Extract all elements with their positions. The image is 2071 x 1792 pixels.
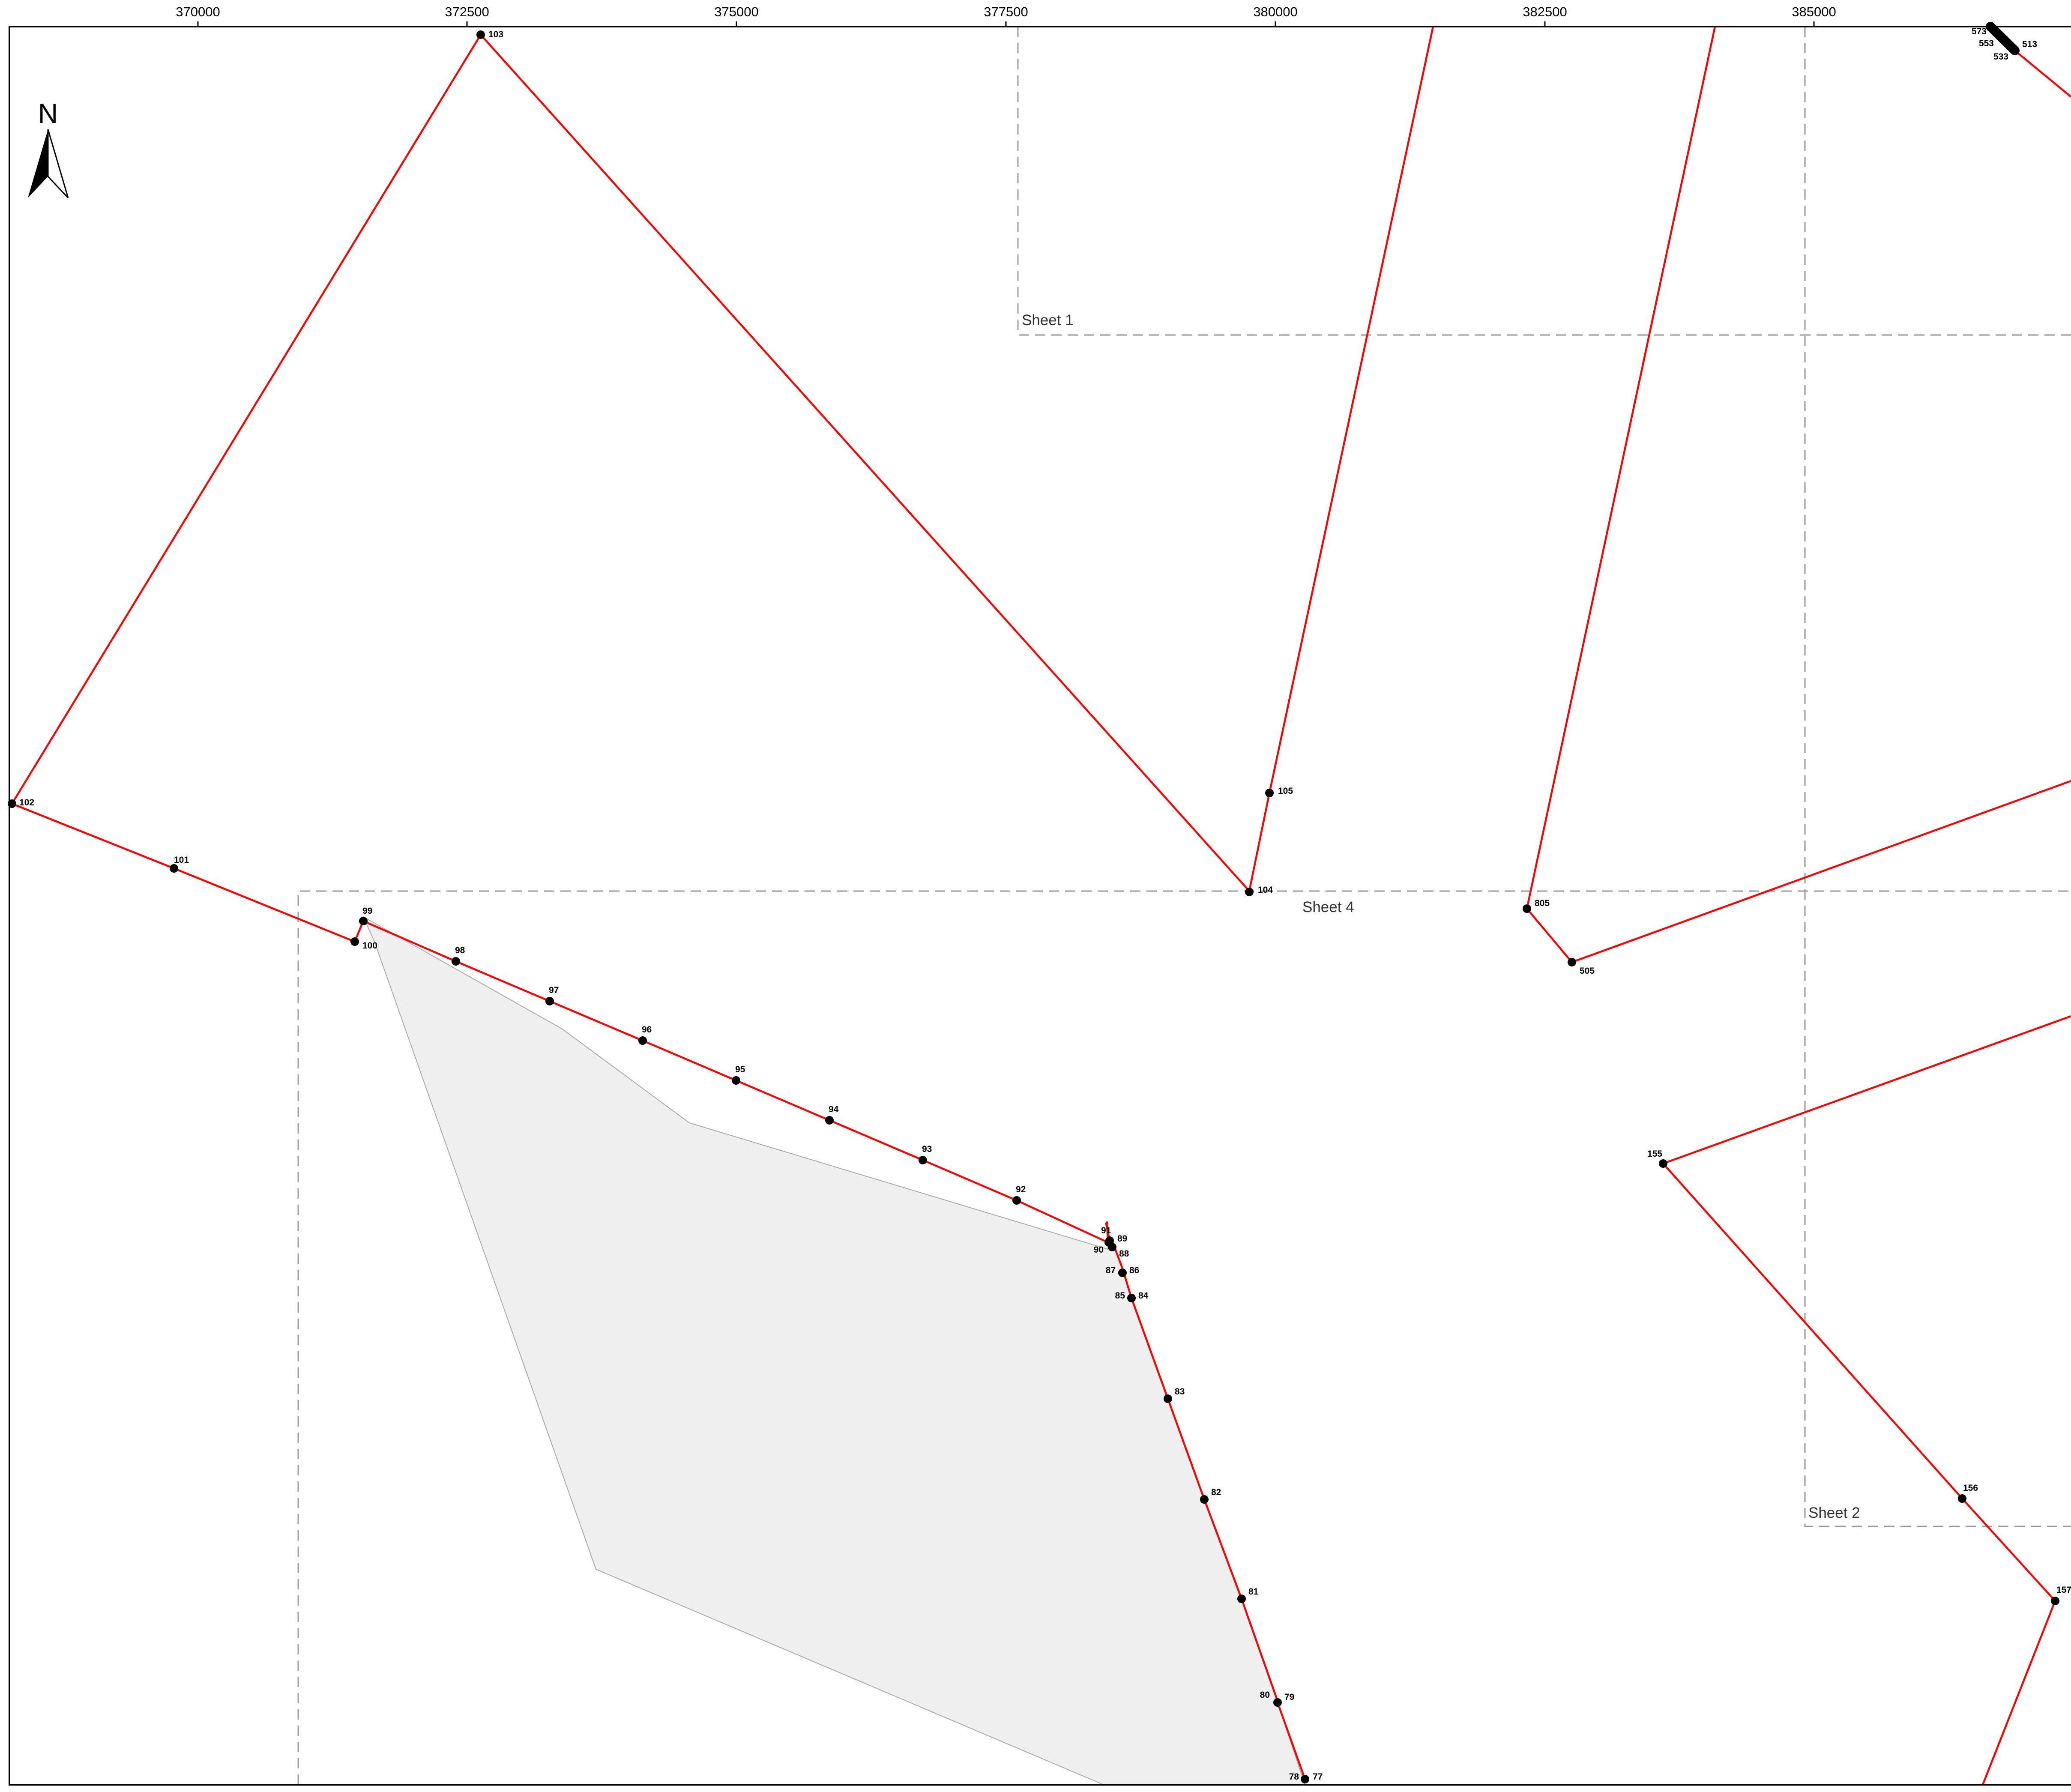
point-marker-96[interactable] [638, 1036, 647, 1045]
point-marker-94[interactable] [825, 1116, 834, 1125]
point-label-573: 573 [1972, 27, 1987, 36]
sheet-2-label: Sheet 2 [1808, 1505, 1860, 1521]
point-label-97: 97 [549, 985, 559, 995]
route-ne-cluster[interactable] [1986, 22, 2020, 55]
point-label-157: 157 [2056, 1585, 2071, 1595]
point-marker-77[interactable] [1301, 1775, 1309, 1783]
x-tick-label: 377500 [984, 4, 1028, 19]
point-marker-105[interactable] [1265, 789, 1274, 797]
sheet-1-label: Sheet 1 [1022, 312, 1074, 329]
point-label-99: 99 [362, 906, 372, 916]
sheet-1-boundary [1017, 27, 2071, 336]
point-label-95: 95 [735, 1065, 745, 1074]
point-marker-156[interactable] [1958, 1494, 1966, 1503]
x-axis: 370000 372500 375000 377500 380000 38250… [176, 4, 1836, 27]
x-tick-label: 370000 [176, 4, 220, 19]
point-marker-88[interactable] [1108, 1243, 1116, 1251]
point-marker-513[interactable] [2011, 46, 2019, 55]
point-marker-103[interactable] [476, 30, 485, 39]
parcel-area[interactable] [362, 915, 1306, 1785]
point-marker-98[interactable] [452, 957, 460, 966]
point-label-805: 805 [1535, 898, 1550, 908]
point-marker-95[interactable] [732, 1076, 740, 1085]
point-label-103: 103 [488, 30, 503, 39]
point-marker-157[interactable] [2051, 1597, 2059, 1605]
point-marker-104[interactable] [1245, 888, 1254, 896]
point-label-155: 155 [1647, 1149, 1662, 1159]
point-label-77: 77 [1313, 1772, 1323, 1782]
point-marker-93[interactable] [919, 1156, 927, 1164]
point-label-83: 83 [1175, 1387, 1185, 1397]
point-marker-805[interactable] [1523, 904, 1531, 913]
north-arrow-icon [28, 129, 69, 199]
point-label-533: 533 [1993, 52, 2008, 62]
point-label-85: 85 [1115, 1291, 1125, 1301]
north-arrow-label: N [38, 98, 58, 129]
point-marker-100[interactable] [350, 937, 359, 946]
route-east-2[interactable] [1662, 1015, 2071, 1785]
x-tick-label: 382500 [1523, 4, 1567, 19]
point-label-92: 92 [1016, 1185, 1026, 1194]
x-tick-label: 372500 [445, 4, 489, 19]
point-marker-89[interactable] [1105, 1236, 1114, 1245]
point-marker-101[interactable] [170, 864, 178, 873]
point-label-84: 84 [1138, 1291, 1149, 1301]
point-label-100: 100 [362, 941, 377, 951]
point-marker-83[interactable] [1164, 1394, 1172, 1403]
point-label-82: 82 [1211, 1487, 1221, 1497]
point-label-79: 79 [1284, 1692, 1294, 1702]
x-tick-label: 380000 [1253, 4, 1297, 19]
point-label-78: 78 [1289, 1772, 1299, 1782]
survey-points: 573 553 533 513 103 102 101 100 99 98 97 96 95 94 93 92… [8, 27, 2071, 1783]
point-marker-92[interactable] [1012, 1196, 1021, 1205]
north-arrow: N [28, 98, 69, 199]
x-tick-label: 375000 [714, 4, 758, 19]
point-marker-79[interactable] [1273, 1698, 1282, 1707]
route-ne[interactable] [2014, 50, 2071, 98]
point-label-102: 102 [19, 798, 34, 808]
point-marker-155[interactable] [1659, 1159, 1667, 1168]
point-marker-81[interactable] [1237, 1595, 1246, 1603]
point-label-88: 88 [1119, 1249, 1129, 1259]
sheet-4-label: Sheet 4 [1302, 899, 1354, 915]
sheet-boundaries [297, 27, 2071, 1785]
point-label-96: 96 [642, 1025, 652, 1035]
point-marker-82[interactable] [1200, 1495, 1209, 1504]
sheet-2-boundary [1804, 27, 2071, 1527]
point-label-94: 94 [829, 1104, 839, 1114]
point-label-81: 81 [1248, 1587, 1259, 1597]
point-label-89: 89 [1117, 1234, 1127, 1244]
point-label-86: 86 [1129, 1265, 1139, 1275]
point-label-105: 105 [1278, 786, 1293, 796]
point-label-505: 505 [1580, 966, 1595, 976]
point-label-513: 513 [2022, 39, 2037, 49]
point-label-101: 101 [174, 855, 189, 865]
point-label-87: 87 [1106, 1265, 1116, 1275]
point-marker-84[interactable] [1127, 1294, 1136, 1302]
route-east-1[interactable] [1526, 26, 2071, 963]
point-marker-86[interactable] [1118, 1268, 1127, 1277]
point-label-91: 91 [1101, 1226, 1111, 1236]
point-label-156: 156 [1963, 1483, 1978, 1493]
x-tick-label: 385000 [1792, 4, 1836, 19]
point-label-553: 553 [1979, 39, 1994, 48]
point-marker-97[interactable] [545, 997, 554, 1005]
point-label-98: 98 [455, 945, 465, 955]
sheet-4-boundary [297, 890, 2071, 1785]
point-label-104: 104 [1258, 885, 1273, 895]
point-marker-99[interactable] [359, 917, 368, 925]
point-label-80: 80 [1260, 1690, 1270, 1700]
point-label-90: 90 [1094, 1245, 1104, 1255]
point-marker-505[interactable] [1568, 958, 1576, 966]
map-frame [9, 26, 2071, 1786]
point-label-93: 93 [922, 1144, 932, 1154]
